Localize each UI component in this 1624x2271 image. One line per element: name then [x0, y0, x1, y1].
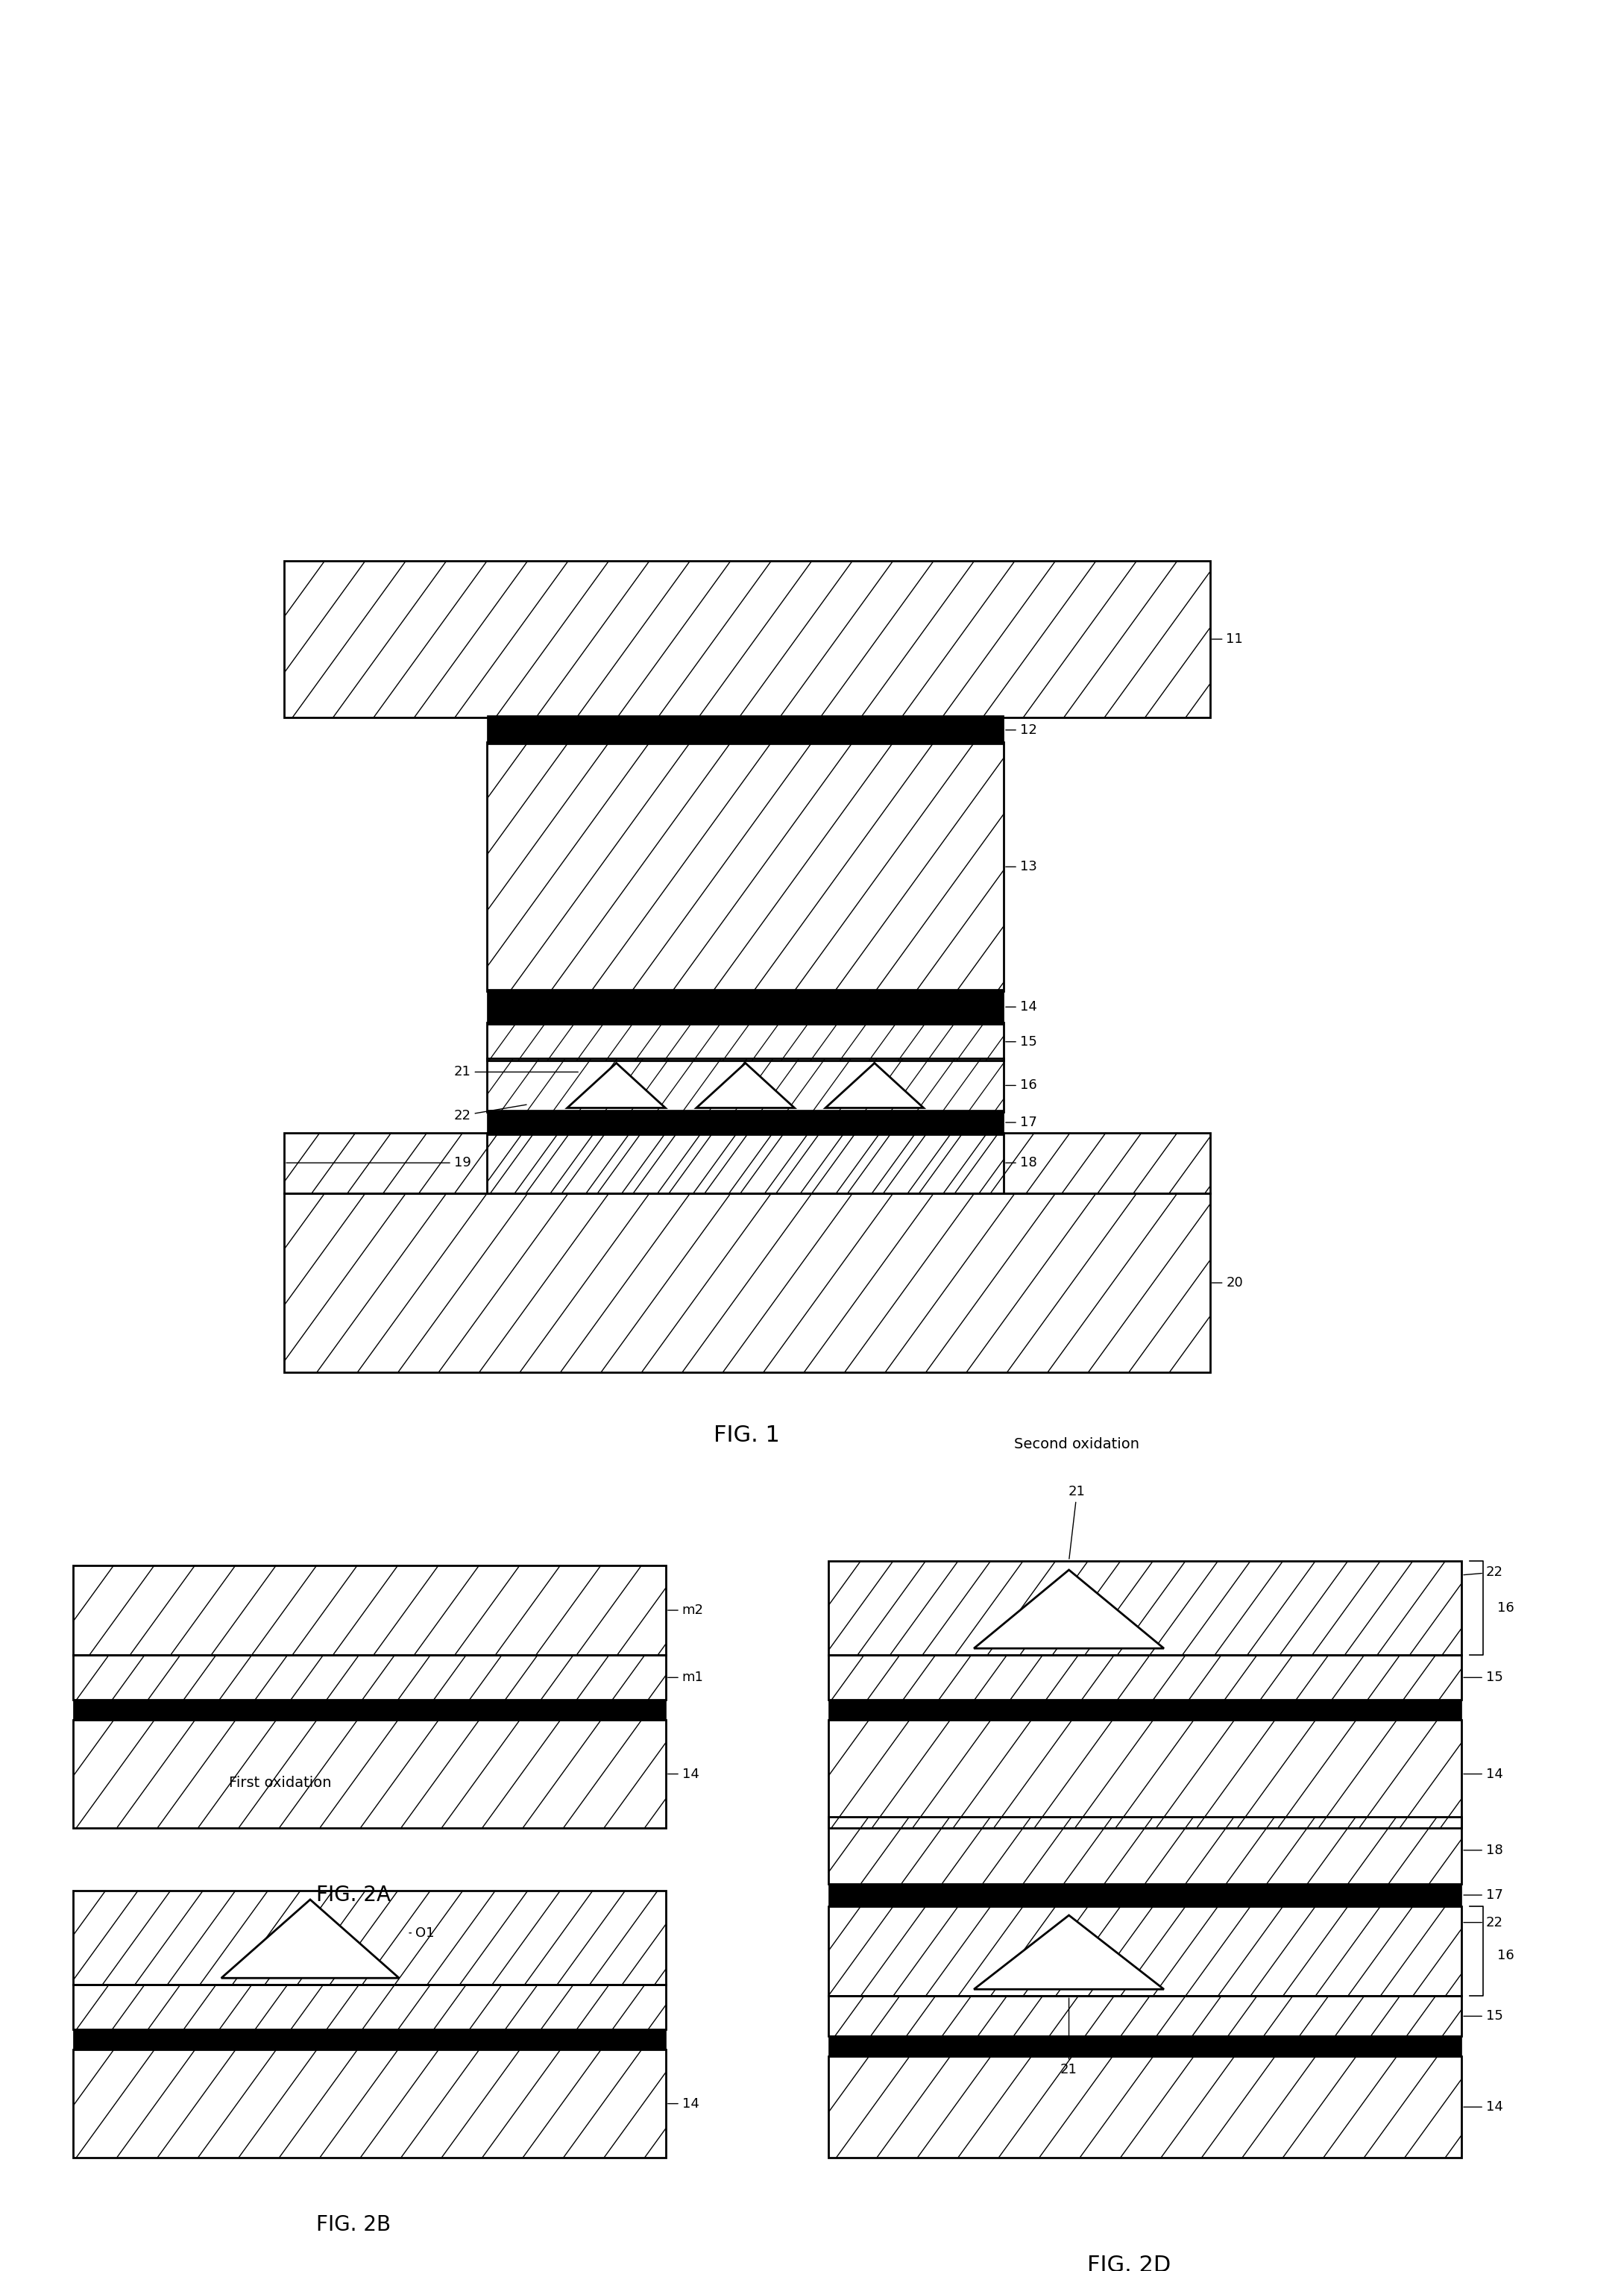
Text: 11: 11 — [1212, 631, 1242, 645]
Bar — [487, 1111, 1004, 1136]
Text: Second oxidation: Second oxidation — [1015, 1438, 1140, 1451]
Text: 22: 22 — [1463, 1917, 1504, 1928]
Bar — [487, 743, 1004, 990]
Bar — [73, 1656, 666, 1701]
Polygon shape — [974, 1569, 1164, 1649]
Text: 19: 19 — [286, 1156, 471, 1170]
Bar — [828, 1996, 1462, 2037]
Bar — [828, 1560, 1462, 1656]
Bar — [284, 1192, 1210, 1372]
Text: 15: 15 — [1005, 1036, 1038, 1049]
Bar — [73, 1889, 666, 1985]
Bar — [487, 743, 1004, 990]
Bar — [487, 990, 1004, 1024]
Text: 14: 14 — [667, 1767, 700, 1780]
Polygon shape — [697, 1063, 794, 1108]
Text: m1: m1 — [667, 1671, 703, 1685]
Text: 13: 13 — [1005, 861, 1038, 874]
Bar — [828, 1996, 1462, 2037]
Bar — [487, 715, 1004, 745]
Bar — [828, 1656, 1462, 1701]
Polygon shape — [825, 1063, 924, 1108]
Bar — [828, 1701, 1462, 1719]
Text: 15: 15 — [1463, 2010, 1504, 2023]
Bar — [73, 1985, 666, 2030]
Text: O1: O1 — [409, 1926, 434, 1939]
Bar — [828, 1885, 1462, 1905]
Bar — [284, 561, 1210, 718]
Bar — [487, 1022, 1004, 1061]
Bar — [487, 715, 1004, 745]
Text: 22: 22 — [1463, 1565, 1504, 1578]
Text: FIG. 2D: FIG. 2D — [1086, 2255, 1171, 2271]
Bar — [284, 561, 1210, 718]
Text: FIG. 2A: FIG. 2A — [317, 1885, 390, 1905]
Bar — [487, 990, 1004, 1024]
Bar — [828, 1701, 1462, 1719]
Bar — [73, 1701, 666, 1719]
Text: 16: 16 — [1005, 1079, 1036, 1092]
Bar — [828, 1656, 1462, 1701]
Text: 20: 20 — [1212, 1276, 1242, 1290]
Bar — [828, 2037, 1462, 2058]
Text: 21: 21 — [1069, 1485, 1085, 1558]
Text: 14: 14 — [1005, 999, 1038, 1013]
Bar — [828, 1719, 1462, 1828]
Polygon shape — [567, 1063, 666, 1108]
Polygon shape — [221, 1899, 400, 1978]
Text: FIG. 2B: FIG. 2B — [317, 2214, 390, 2235]
Text: 16: 16 — [1497, 1601, 1514, 1615]
Bar — [828, 1885, 1462, 1905]
Bar — [487, 1111, 1004, 1136]
Text: 16: 16 — [1497, 1949, 1514, 1962]
Text: FIG. 1: FIG. 1 — [715, 1424, 780, 1447]
Bar — [73, 1565, 666, 1656]
Bar — [73, 1985, 666, 2030]
Text: 12: 12 — [1005, 722, 1038, 736]
Text: 14: 14 — [667, 2096, 700, 2110]
Text: 17: 17 — [1463, 1889, 1504, 1901]
Bar — [487, 1058, 1004, 1113]
Bar — [828, 1817, 1462, 1885]
Bar — [284, 1192, 1210, 1372]
Bar — [487, 1133, 1004, 1192]
Text: 17: 17 — [1005, 1115, 1038, 1129]
Text: First oxidation: First oxidation — [229, 1776, 331, 1790]
Bar — [828, 1905, 1462, 1996]
Bar — [828, 2058, 1462, 2157]
Bar — [73, 2030, 666, 2051]
Bar — [487, 1058, 1004, 1113]
Bar — [73, 1889, 666, 1985]
Text: 14: 14 — [1463, 2101, 1504, 2114]
Bar — [73, 1719, 666, 1828]
Bar — [73, 1701, 666, 1719]
Bar — [73, 1565, 666, 1656]
Bar — [284, 1133, 1210, 1192]
Bar — [487, 1022, 1004, 1061]
Bar — [487, 1133, 1004, 1192]
Bar — [828, 2037, 1462, 2058]
Bar — [828, 1719, 1462, 1828]
Bar — [828, 1817, 1462, 1885]
Text: 18: 18 — [1463, 1844, 1502, 1858]
Bar — [828, 2058, 1462, 2157]
Text: 21: 21 — [1060, 1998, 1077, 2076]
Bar — [73, 1719, 666, 1828]
Polygon shape — [974, 1914, 1164, 1989]
Bar — [284, 1133, 1210, 1192]
Text: FIG. 2C: FIG. 2C — [1091, 1885, 1166, 1905]
Text: 21: 21 — [453, 1065, 578, 1079]
Bar — [828, 1560, 1462, 1656]
Text: 15: 15 — [1463, 1671, 1504, 1685]
Text: m2: m2 — [667, 1603, 703, 1617]
Text: 18: 18 — [1005, 1156, 1036, 1170]
Bar — [73, 1656, 666, 1701]
Bar — [73, 2030, 666, 2051]
Bar — [73, 2051, 666, 2157]
Text: 22: 22 — [453, 1104, 526, 1122]
Text: 14: 14 — [1463, 1767, 1504, 1780]
Bar — [73, 2051, 666, 2157]
Bar — [828, 1905, 1462, 1996]
